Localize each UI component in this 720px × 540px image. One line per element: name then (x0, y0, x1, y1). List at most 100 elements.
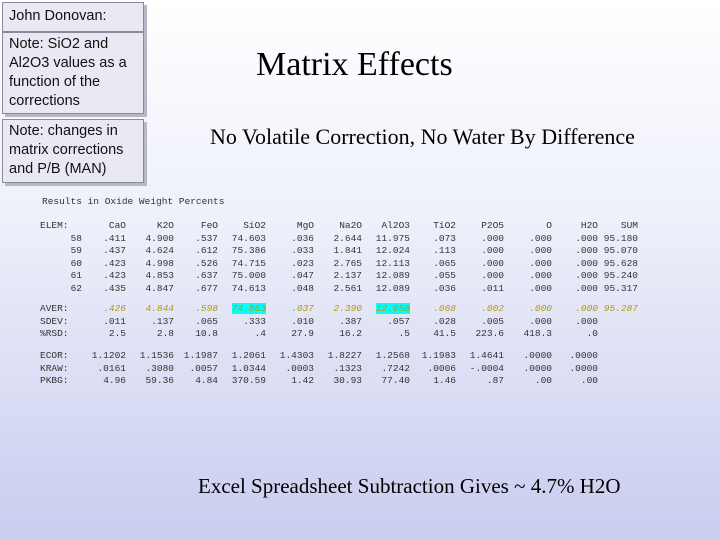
table-cell: 10.8 (195, 328, 218, 339)
table-cell: .7242 (381, 362, 410, 374)
table-cell: .387 (339, 315, 362, 327)
table-cell: .000 (529, 315, 552, 327)
table-cell: .637 (195, 270, 218, 281)
table-cell: .537 (195, 232, 218, 244)
table-cell: 12.089 (375, 282, 410, 294)
table-cell: 95.180 (603, 232, 638, 244)
table-cell: .011 (103, 315, 126, 327)
table-cell (598, 350, 638, 363)
table-cell: 4.847 (145, 282, 174, 294)
table-cell: P2O5 (481, 220, 504, 231)
table-cell: 74.603 (231, 232, 266, 244)
stats-row: %RSD: 2.5 2.8 10.8 .4 27.9 16.2 .5 41.5 223.6 418.… (40, 328, 638, 341)
sio2-note: Note: SiO2 and Al2O3 values as a functio… (2, 32, 144, 114)
table-cell: 95.070 (603, 245, 638, 256)
table-cell: .036 (433, 282, 456, 294)
table-cell: SDEV: (40, 315, 69, 327)
table-cell: .3080 (145, 362, 174, 374)
table-cell: 1.0344 (231, 362, 266, 374)
table-cell: 418.3 (523, 328, 552, 339)
table-cell: .423 (103, 257, 126, 269)
table-cell: .000 (575, 257, 598, 269)
table-cell: PKBG: (40, 375, 69, 386)
table-cell: 4.900 (145, 232, 174, 244)
table-cell: .87 (486, 375, 504, 386)
correction-row: ECOR: 1.1202 1.1536 1.1987 1.2061 1.4303 1.822… (40, 350, 638, 363)
table-cell: .113 (433, 245, 456, 256)
table-cell: 2.137 (333, 270, 362, 281)
table-cell: 95.628 (603, 257, 638, 269)
table-cell: .000 (575, 315, 598, 327)
table-cell: SiO2 (243, 220, 266, 231)
table-cell: .0000 (569, 362, 598, 374)
table-cell: 30.93 (333, 375, 362, 386)
table-cell: 12.089 (375, 270, 410, 281)
table-cell: Al2O3 (381, 220, 410, 231)
table-cell: 2.561 (333, 282, 362, 294)
page-subtitle: No Volatile Correction, No Water By Diff… (210, 124, 635, 149)
table-cell: .612 (195, 245, 218, 256)
table-cell: 4.96 (103, 375, 126, 386)
table-cell: .526 (195, 257, 218, 269)
author-note: John Donovan: (2, 2, 144, 32)
table-cell: .00 (580, 375, 598, 386)
table-cell: 2.5 (108, 328, 126, 339)
table-cell: 59.36 (145, 375, 174, 386)
table-cell: .000 (481, 257, 504, 269)
table-cell: AVER: (40, 303, 69, 314)
table-cell: .000 (575, 245, 598, 256)
table-cell: .000 (529, 270, 552, 281)
table-cell: .048 (291, 282, 314, 294)
page-title: Matrix Effects (256, 46, 453, 83)
table-cell (598, 363, 638, 376)
table-cell: .037 (291, 303, 314, 314)
table-cell: .055 (433, 270, 456, 281)
table-cell: 370.59 (231, 375, 266, 386)
table-cell: -.0004 (469, 362, 504, 374)
table-cell: 2.765 (333, 257, 362, 269)
table-cell: FeO (200, 220, 218, 231)
table-cell: 1.841 (333, 245, 362, 256)
table-cell: .010 (291, 315, 314, 327)
table-cell: 74.715 (231, 257, 266, 269)
table-cell: 58 (70, 232, 82, 244)
table-cell (598, 375, 638, 388)
table-cell: .4 (254, 328, 266, 339)
table-cell: 4.853 (145, 270, 174, 281)
table-cell: 4.998 (145, 257, 174, 269)
table-cell: 1.2061 (231, 350, 266, 361)
table-cell: 59 (70, 245, 82, 256)
table-cell: .333 (243, 315, 266, 327)
table-cell: 4.624 (145, 245, 174, 256)
table-cell: 95.287 (603, 303, 638, 314)
table-cell: .011 (481, 282, 504, 294)
table-cell: 4.84 (195, 375, 218, 386)
table-cell: .00 (534, 375, 552, 386)
table-cell: .028 (433, 315, 456, 327)
table-cell: .5 (398, 328, 410, 339)
table-cell: 27.9 (291, 328, 314, 339)
stats-row: SDEV: .011 .137 .065 .333 .010 .387 .057 .028 .00… (40, 316, 638, 329)
table-cell: 95.317 (603, 282, 638, 294)
correction-row: PKBG: 4.96 59.36 4.84 370.59 1.42 30.93 77.40 1.… (40, 375, 638, 388)
table-cell: .023 (291, 257, 314, 269)
table-cell: 62 (70, 282, 82, 294)
table-cell: .000 (529, 282, 552, 294)
sio2-note-text: Note: SiO2 and Al2O3 values as a functio… (9, 36, 127, 109)
table-cell: .033 (291, 245, 314, 256)
table-cell: .677 (195, 282, 218, 294)
table-cell: .0006 (427, 362, 456, 374)
table-cell: 1.4303 (279, 350, 314, 361)
table-cell: 1.8227 (327, 350, 362, 361)
results-label: Results in Oxide Weight Percents (42, 196, 225, 207)
table-cell: .0 (586, 328, 598, 339)
table-cell: .002 (481, 303, 504, 314)
table-cell: .437 (103, 245, 126, 256)
table-cell: .065 (433, 257, 456, 269)
table-cell: 1.46 (433, 375, 456, 386)
table-cell: 1.1987 (183, 350, 218, 361)
table-cell: 1.1983 (421, 350, 456, 361)
table-cell: 60 (70, 257, 82, 269)
table-cell: .1323 (333, 362, 362, 374)
table-cell: .000 (575, 270, 598, 281)
